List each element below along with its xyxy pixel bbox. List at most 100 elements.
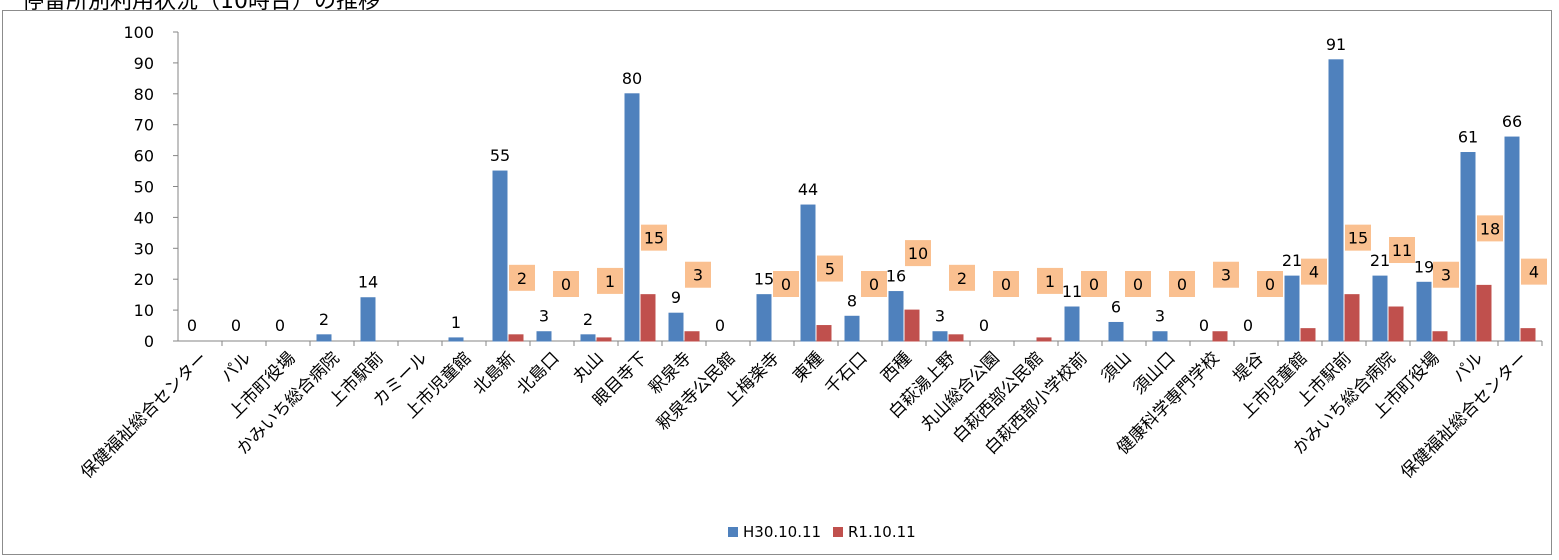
x-tick-label: 千石口 bbox=[821, 348, 871, 398]
data-label: 1 bbox=[605, 272, 615, 291]
data-label: 0 bbox=[1001, 275, 1011, 294]
data-label: 6 bbox=[1111, 297, 1121, 316]
data-label-box bbox=[1213, 261, 1239, 288]
header-text: 停留所別利用状況（10時台）の推移 bbox=[22, 0, 380, 10]
x-tick-label: 保健福祉総合センター bbox=[77, 348, 211, 482]
data-label-box bbox=[817, 255, 843, 282]
bar bbox=[948, 334, 964, 342]
data-label: 0 bbox=[275, 316, 285, 335]
data-label-box bbox=[1433, 261, 1459, 288]
bar bbox=[668, 312, 684, 342]
data-label: 0 bbox=[561, 275, 571, 294]
data-label-box bbox=[1081, 271, 1107, 297]
data-label-box bbox=[949, 264, 975, 291]
bar bbox=[816, 325, 832, 342]
bar bbox=[1152, 331, 1168, 342]
data-label: 2 bbox=[517, 269, 527, 288]
data-label: 4 bbox=[1529, 263, 1539, 282]
data-label: 21 bbox=[1370, 251, 1390, 270]
data-label-box bbox=[685, 261, 711, 288]
y-tick-label: 0 bbox=[144, 332, 154, 351]
data-label: 61 bbox=[1458, 128, 1478, 147]
x-tick-label: 東種 bbox=[789, 348, 827, 386]
y-tick-label: 60 bbox=[134, 147, 154, 166]
data-label: 0 bbox=[715, 316, 725, 335]
header-strip: 停留所別利用状況（10時台）の推移 bbox=[0, 0, 1559, 10]
data-label-box bbox=[1389, 237, 1415, 264]
data-label: 1 bbox=[1045, 272, 1055, 291]
bar bbox=[1108, 321, 1124, 342]
data-label: 15 bbox=[1348, 229, 1368, 248]
y-tick-label: 70 bbox=[134, 116, 154, 135]
data-label-box bbox=[993, 271, 1019, 297]
data-label: 10 bbox=[908, 244, 928, 263]
bar bbox=[596, 337, 612, 342]
bar bbox=[1064, 306, 1080, 342]
data-label: 3 bbox=[935, 307, 945, 326]
data-label: 19 bbox=[1414, 257, 1434, 276]
data-label: 2 bbox=[583, 310, 593, 329]
data-label: 0 bbox=[231, 316, 241, 335]
data-label: 5 bbox=[825, 260, 835, 279]
data-label: 11 bbox=[1392, 241, 1412, 260]
data-label: 3 bbox=[539, 307, 549, 326]
data-label-box bbox=[1125, 271, 1151, 297]
bar bbox=[1388, 306, 1404, 342]
data-label: 91 bbox=[1326, 35, 1346, 54]
data-label: 44 bbox=[798, 180, 818, 199]
data-label-box bbox=[1477, 215, 1503, 242]
x-tick-label: パル bbox=[1449, 348, 1487, 386]
data-label: 1 bbox=[451, 313, 461, 332]
data-label: 2 bbox=[957, 269, 967, 288]
x-tick-label: 丸山 bbox=[569, 348, 607, 386]
data-label: 3 bbox=[1155, 307, 1165, 326]
data-label: 0 bbox=[187, 316, 197, 335]
bar bbox=[1520, 328, 1536, 342]
data-label: 11 bbox=[1062, 282, 1082, 301]
data-label: 21 bbox=[1282, 251, 1302, 270]
data-label: 80 bbox=[622, 69, 642, 88]
bar bbox=[536, 331, 552, 342]
bar bbox=[1328, 59, 1344, 342]
y-tick-label: 80 bbox=[134, 85, 154, 104]
data-label: 0 bbox=[869, 275, 879, 294]
y-tick-label: 30 bbox=[134, 239, 154, 258]
bar bbox=[888, 291, 904, 342]
bar bbox=[932, 331, 948, 342]
bar bbox=[1460, 152, 1476, 342]
bar bbox=[1416, 281, 1432, 342]
bar bbox=[1212, 331, 1228, 342]
y-tick-label: 50 bbox=[134, 178, 154, 197]
data-label-box bbox=[1257, 271, 1283, 297]
data-label-box bbox=[597, 267, 623, 294]
bar bbox=[316, 334, 332, 342]
data-label: 4 bbox=[1309, 263, 1319, 282]
bar bbox=[844, 315, 860, 342]
legend-label: H30.10.11 bbox=[743, 523, 821, 541]
data-label: 9 bbox=[671, 288, 681, 307]
x-tick-label: 北島新 bbox=[469, 348, 519, 398]
bar bbox=[756, 294, 772, 342]
y-tick-label: 40 bbox=[134, 208, 154, 227]
x-tick-label: 西種 bbox=[877, 348, 915, 386]
data-label: 18 bbox=[1480, 219, 1500, 238]
bar bbox=[448, 337, 464, 342]
bar bbox=[1432, 331, 1448, 342]
y-tick-label: 10 bbox=[134, 301, 154, 320]
data-label: 0 bbox=[1177, 275, 1187, 294]
bar bbox=[580, 334, 596, 342]
data-label: 66 bbox=[1502, 112, 1522, 131]
bar bbox=[1036, 337, 1052, 342]
y-tick-label: 100 bbox=[123, 23, 154, 42]
bar bbox=[1344, 294, 1360, 342]
bar bbox=[1372, 275, 1388, 342]
x-tick-label: パル bbox=[217, 348, 255, 386]
bar bbox=[684, 331, 700, 342]
data-label: 0 bbox=[1199, 316, 1209, 335]
bar bbox=[1476, 284, 1492, 342]
bar bbox=[640, 294, 656, 342]
data-label-box bbox=[861, 271, 887, 297]
data-label-box bbox=[1037, 267, 1063, 294]
legend-swatch bbox=[728, 527, 738, 537]
data-label-box bbox=[773, 271, 799, 297]
